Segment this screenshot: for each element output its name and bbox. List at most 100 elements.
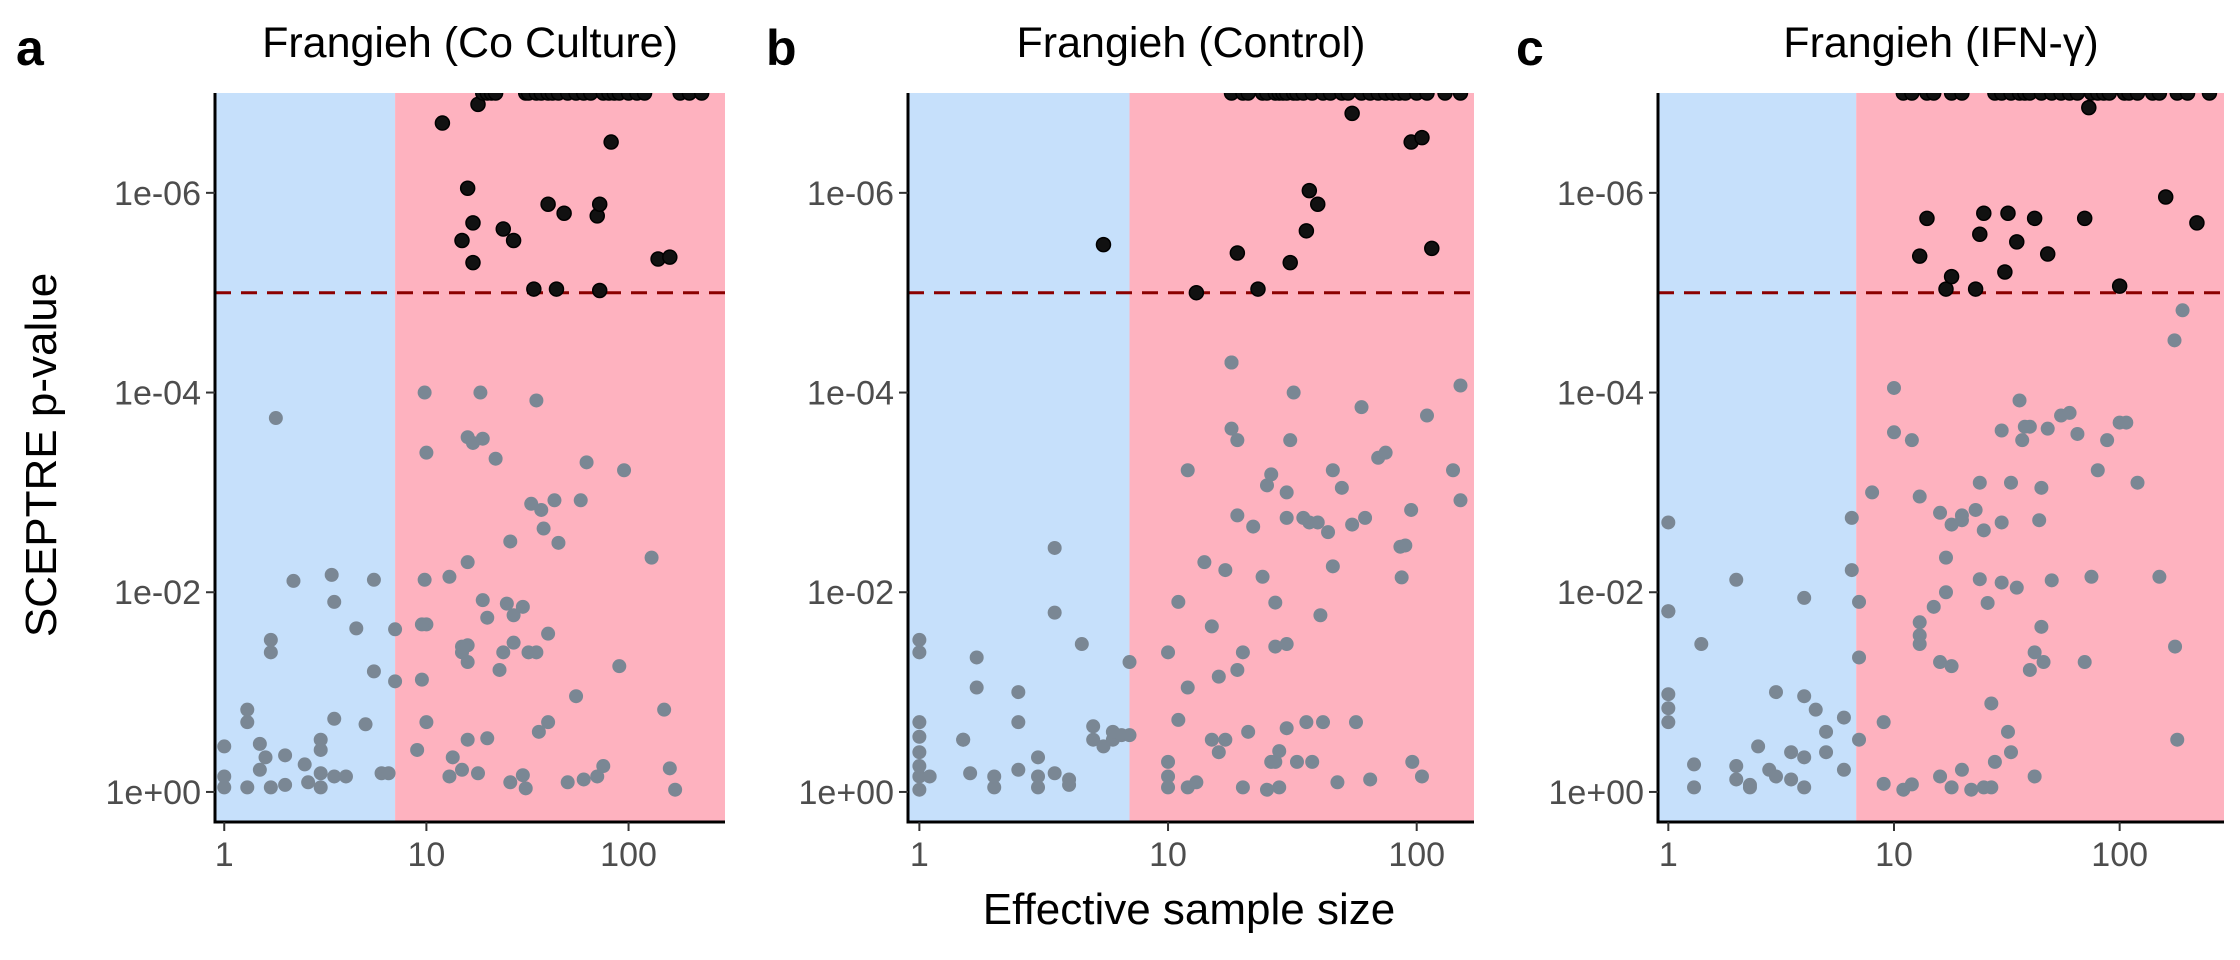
significant-point	[2129, 93, 2146, 101]
point	[1994, 423, 2009, 438]
significant-point	[465, 254, 481, 271]
point	[1797, 750, 1812, 765]
point	[442, 569, 457, 584]
point	[2119, 415, 2134, 430]
point	[1976, 523, 1991, 538]
point	[1279, 721, 1294, 736]
point	[2077, 655, 2092, 670]
point	[1180, 463, 1195, 478]
point	[499, 596, 514, 611]
point	[1279, 485, 1294, 500]
point	[324, 567, 339, 582]
point	[1844, 510, 1859, 525]
point	[2100, 433, 2115, 448]
point	[1836, 762, 1851, 777]
significant-point	[2000, 205, 2016, 221]
point	[662, 761, 677, 776]
significant-point	[1309, 196, 1326, 212]
point	[2000, 724, 2015, 739]
significant-point	[1250, 281, 1266, 297]
point	[1299, 715, 1314, 730]
point	[2022, 419, 2037, 434]
point	[1122, 728, 1137, 743]
point	[252, 736, 267, 751]
x-axis-title: Effective sample size	[983, 885, 1395, 934]
significant-point	[1397, 93, 1414, 101]
significant-point	[2081, 99, 2097, 116]
significant-point	[636, 93, 653, 101]
significant-point	[1976, 205, 1992, 221]
point	[912, 645, 927, 660]
point	[1259, 782, 1274, 797]
point	[1661, 715, 1676, 730]
point	[1062, 772, 1077, 787]
point	[1011, 685, 1026, 700]
significant-point	[1322, 93, 1339, 101]
point	[596, 759, 611, 774]
point	[240, 715, 255, 730]
point	[1404, 502, 1419, 517]
x-tick-label: 10	[407, 836, 445, 874]
point	[480, 610, 495, 625]
significant-point	[459, 180, 476, 197]
point	[912, 782, 927, 797]
point	[1933, 769, 1948, 784]
point	[987, 769, 1002, 784]
point	[1218, 563, 1233, 578]
point	[1204, 732, 1219, 747]
significant-point	[1972, 226, 1988, 243]
point	[515, 599, 530, 614]
point	[240, 702, 255, 717]
point	[263, 645, 278, 660]
point	[278, 777, 293, 792]
point	[1255, 569, 1270, 584]
x-tick-label: 100	[2091, 836, 2148, 874]
point	[1661, 604, 1676, 619]
point	[560, 775, 575, 790]
panel-title: Frangieh (IFN-γ)	[1783, 19, 2098, 67]
point	[1938, 585, 1953, 600]
point	[1886, 425, 1901, 440]
point	[388, 622, 403, 637]
point	[1904, 433, 1919, 448]
point	[503, 775, 518, 790]
point	[1313, 608, 1328, 623]
point	[1325, 559, 1340, 574]
x-tick-label: 10	[1149, 836, 1187, 874]
point	[969, 680, 984, 695]
point	[1912, 615, 1927, 630]
point	[1852, 732, 1867, 747]
x-tick-label: 10	[1875, 836, 1913, 874]
point	[2027, 769, 2042, 784]
point	[644, 550, 659, 565]
point	[268, 411, 283, 426]
point	[1204, 619, 1219, 634]
point	[541, 626, 556, 641]
point	[2003, 745, 2018, 760]
point	[518, 781, 533, 796]
point	[1980, 595, 1995, 610]
point	[1938, 550, 1953, 565]
point	[912, 715, 927, 730]
point	[547, 493, 562, 508]
point	[524, 496, 539, 511]
region-low	[908, 93, 1130, 822]
point	[1865, 485, 1880, 500]
point	[1235, 645, 1250, 660]
point	[313, 766, 328, 781]
point	[1246, 519, 1261, 534]
point	[1348, 715, 1363, 730]
point	[506, 608, 521, 623]
significant-point	[556, 205, 572, 221]
x-tick-label: 1	[910, 836, 929, 874]
point	[1797, 590, 1812, 605]
point	[1768, 685, 1783, 700]
point	[1235, 780, 1250, 795]
point	[1074, 637, 1089, 652]
point	[1268, 754, 1283, 769]
point	[2032, 513, 2047, 528]
point	[1819, 745, 1834, 760]
point	[1687, 757, 1702, 772]
point	[1047, 766, 1062, 781]
y-tick-label: 1e-04	[114, 375, 201, 413]
